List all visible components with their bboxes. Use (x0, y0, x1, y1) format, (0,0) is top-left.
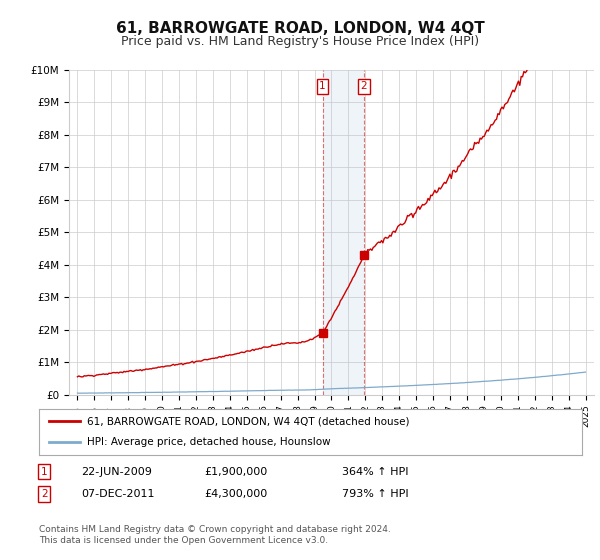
Text: 61, BARROWGATE ROAD, LONDON, W4 4QT: 61, BARROWGATE ROAD, LONDON, W4 4QT (116, 21, 484, 36)
Text: 22-JUN-2009: 22-JUN-2009 (81, 466, 152, 477)
Text: 1: 1 (319, 81, 326, 91)
Text: 364% ↑ HPI: 364% ↑ HPI (342, 466, 409, 477)
Text: 793% ↑ HPI: 793% ↑ HPI (342, 489, 409, 499)
Text: 1: 1 (41, 466, 47, 477)
Text: £1,900,000: £1,900,000 (204, 466, 267, 477)
Text: Contains HM Land Registry data © Crown copyright and database right 2024.
This d: Contains HM Land Registry data © Crown c… (39, 525, 391, 545)
Text: HPI: Average price, detached house, Hounslow: HPI: Average price, detached house, Houn… (87, 437, 331, 447)
Text: 2: 2 (361, 81, 367, 91)
Text: £4,300,000: £4,300,000 (204, 489, 267, 499)
Text: 07-DEC-2011: 07-DEC-2011 (81, 489, 155, 499)
Text: 61, BARROWGATE ROAD, LONDON, W4 4QT (detached house): 61, BARROWGATE ROAD, LONDON, W4 4QT (det… (87, 416, 409, 426)
Text: 2: 2 (41, 489, 47, 499)
Text: Price paid vs. HM Land Registry's House Price Index (HPI): Price paid vs. HM Land Registry's House … (121, 35, 479, 48)
Bar (323, 70, 364, 395)
